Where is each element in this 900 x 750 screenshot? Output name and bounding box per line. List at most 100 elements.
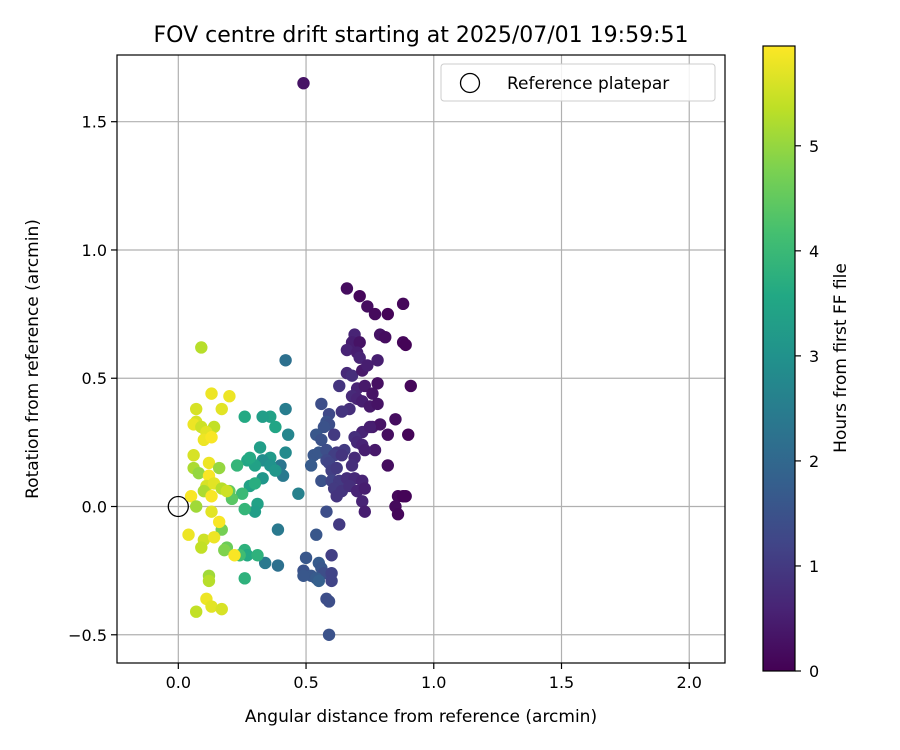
data-point [243, 451, 257, 464]
data-point [371, 377, 384, 390]
data-point [325, 574, 338, 588]
data-point [238, 410, 251, 423]
data-point [345, 369, 359, 382]
data-point [205, 600, 218, 613]
data-point [251, 549, 264, 562]
data-point [361, 359, 374, 372]
data-point [368, 443, 382, 457]
data-point [333, 518, 346, 531]
data-point [223, 389, 236, 403]
x-tick-label: 2.0 [677, 673, 702, 692]
y-tick-label: 1.0 [82, 241, 107, 260]
data-point [358, 443, 371, 457]
data-point [279, 354, 292, 367]
grid-lines [117, 55, 725, 663]
data-point [353, 289, 366, 303]
y-tick-label: 0.0 [82, 498, 107, 517]
data-point [212, 461, 226, 475]
data-point [271, 523, 285, 536]
data-point [192, 466, 205, 480]
data-point [358, 482, 371, 495]
data-point [212, 515, 226, 529]
data-point [256, 410, 269, 423]
y-tick-label: 0.5 [82, 369, 107, 388]
data-point [312, 574, 326, 588]
data-point [202, 456, 216, 470]
colorbar-ticks: 0 1 2 3 4 5 [795, 137, 819, 681]
plot-frame [116, 54, 726, 664]
data-point [248, 477, 262, 490]
data-point [340, 343, 354, 357]
data-point [182, 528, 195, 541]
data-point [371, 397, 384, 411]
data-point [258, 556, 272, 570]
colorbar-label: Hours from first FF file [831, 263, 851, 453]
data-point [195, 341, 208, 354]
data-point [381, 428, 394, 441]
data-point [389, 413, 402, 426]
y-tick-label: −0.5 [68, 626, 107, 645]
data-point [281, 428, 295, 441]
data-point [366, 387, 379, 400]
data-point [299, 551, 313, 565]
data-point [325, 549, 338, 562]
data-point [205, 490, 218, 503]
data-point [184, 490, 198, 503]
data-point [330, 490, 343, 503]
data-point [187, 449, 200, 462]
data-point [353, 336, 366, 349]
data-point [315, 433, 328, 447]
data-point [205, 387, 218, 400]
y-axis-ticks: −0.5 0.0 0.5 1.0 1.5 [68, 113, 117, 645]
data-point [228, 549, 241, 562]
legend: Reference platepar [440, 63, 716, 102]
data-point [215, 602, 228, 616]
data-point [333, 379, 346, 393]
data-point [335, 449, 349, 462]
data-point [373, 418, 387, 431]
y-axis-label: Rotation from reference (arcmin) [23, 219, 43, 499]
data-point [218, 543, 231, 557]
data-point [381, 307, 394, 321]
data-point [205, 505, 218, 518]
chart-title: FOV centre drift starting at 2025/07/01 … [154, 23, 689, 48]
data-point [322, 595, 336, 608]
reference-platepar-marker [167, 495, 189, 518]
data-point [402, 428, 415, 441]
legend-box [440, 63, 716, 102]
colorbar-tick-label: 3 [809, 347, 819, 366]
x-tick-label: 1.5 [549, 673, 574, 692]
x-axis-ticks: 0.0 0.5 1.0 1.5 2.0 [166, 663, 702, 692]
data-point [358, 379, 371, 393]
data-point [335, 405, 349, 418]
reference-layer [167, 495, 189, 518]
data-point [396, 297, 410, 311]
data-point [358, 505, 371, 518]
data-point [220, 484, 234, 498]
x-tick-label: 0.5 [293, 673, 318, 692]
colorbar-tick-label: 2 [809, 452, 819, 471]
data-point [330, 461, 343, 475]
data-point [315, 474, 328, 488]
data-point [297, 77, 310, 90]
data-point [207, 531, 221, 544]
data-point [368, 307, 382, 321]
data-point [361, 300, 374, 313]
data-point [327, 428, 341, 441]
data-point [292, 487, 305, 500]
data-point [315, 397, 328, 411]
legend-reference-marker [459, 72, 481, 94]
data-point [253, 441, 267, 454]
data-point [391, 508, 405, 521]
colorbar-gradient [762, 45, 796, 672]
data-point [381, 459, 394, 472]
data-point [363, 420, 377, 434]
data-point [371, 354, 384, 367]
colorbar: 0 1 2 3 4 5 Hours from first FF file [762, 45, 851, 681]
data-point [189, 500, 203, 513]
data-points [182, 77, 417, 641]
data-point [195, 541, 208, 554]
data-point [230, 459, 244, 472]
data-point [238, 502, 251, 516]
y-tick-label: 1.5 [82, 113, 107, 132]
